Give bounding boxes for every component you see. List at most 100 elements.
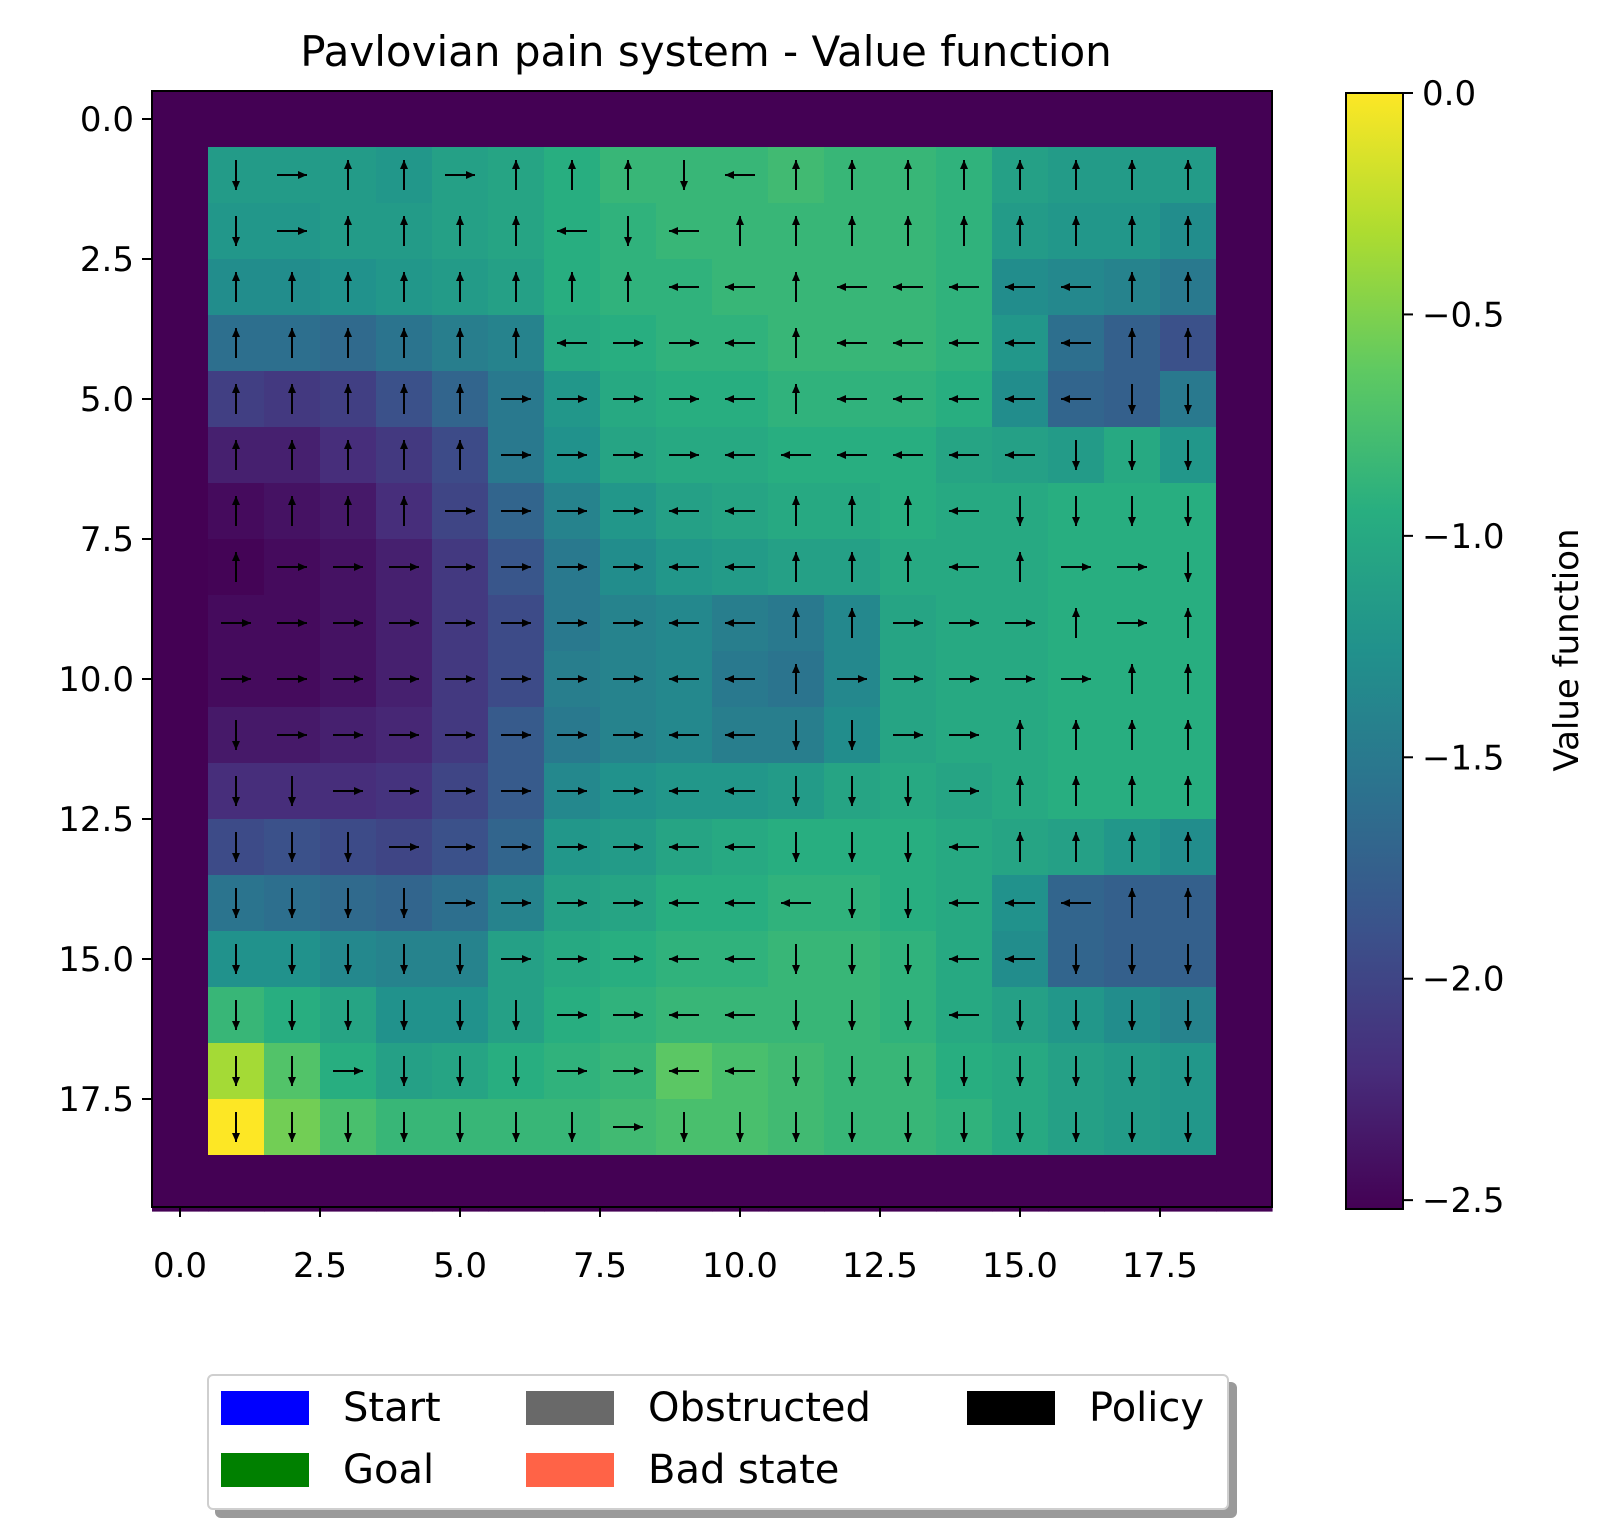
policy-arrow: [277, 675, 307, 683]
policy-arrow: [669, 339, 699, 347]
policy-arrow: [232, 384, 240, 414]
policy-arrow: [1072, 720, 1080, 750]
policy-arrow: [792, 160, 800, 190]
policy-arrow: [893, 451, 923, 459]
policy-arrow: [389, 843, 419, 851]
policy-arrow: [557, 899, 587, 907]
policy-arrow: [669, 899, 699, 907]
heatmap-cell: [1216, 147, 1273, 204]
policy-arrow: [400, 496, 408, 526]
policy-arrow: [512, 160, 520, 190]
policy-arrow: [949, 843, 979, 851]
policy-arrow: [445, 563, 475, 571]
policy-arrow: [949, 563, 979, 571]
heatmap-cell: [1216, 931, 1273, 988]
policy-arrow: [1016, 776, 1024, 806]
policy-arrow: [456, 1056, 464, 1086]
policy-arrow: [613, 731, 643, 739]
heatmap-cell: [152, 875, 209, 932]
policy-arrow: [288, 1112, 296, 1142]
policy-arrow: [1128, 216, 1136, 246]
policy-arrow: [848, 1056, 856, 1086]
policy-arrow: [1005, 395, 1035, 403]
heatmap-cell: [1160, 1155, 1217, 1212]
policy-arrow: [848, 1112, 856, 1142]
policy-arrow: [288, 832, 296, 862]
policy-arrow: [1005, 619, 1035, 627]
heatmap-cell: [1216, 427, 1273, 484]
policy-arrow: [680, 1112, 688, 1142]
policy-arrow: [669, 563, 699, 571]
heatmap-cell: [264, 91, 321, 148]
policy-arrow: [389, 787, 419, 795]
heatmap-cell: [488, 91, 545, 148]
colorbar-tick-label: 0.0: [1422, 74, 1476, 114]
heatmap-cell: [1216, 259, 1273, 316]
policy-arrow: [400, 384, 408, 414]
policy-arrow: [725, 283, 755, 291]
policy-arrow: [400, 1000, 408, 1030]
policy-arrow: [1061, 563, 1091, 571]
heatmap-cell: [1216, 651, 1273, 708]
policy-arrow: [1184, 1056, 1192, 1086]
x-tick-label: 12.5: [842, 1246, 918, 1286]
policy-arrow: [333, 787, 363, 795]
policy-arrow: [445, 507, 475, 515]
policy-arrow: [557, 1067, 587, 1075]
policy-arrow: [960, 1056, 968, 1086]
heatmap-cell: [1216, 1043, 1273, 1100]
policy-arrow: [445, 787, 475, 795]
policy-arrow: [1117, 563, 1147, 571]
policy-arrow: [344, 328, 352, 358]
policy-arrow: [893, 395, 923, 403]
policy-arrow: [1184, 776, 1192, 806]
policy-arrow: [1184, 720, 1192, 750]
policy-arrow: [792, 272, 800, 302]
policy-arrow: [456, 272, 464, 302]
policy-arrow: [792, 944, 800, 974]
policy-arrow: [792, 664, 800, 694]
policy-arrow: [1061, 675, 1091, 683]
heatmap-cell: [152, 91, 209, 148]
policy-arrow: [333, 619, 363, 627]
policy-arrow: [1016, 552, 1024, 582]
legend-item-goal: Goal: [221, 1450, 434, 1490]
heatmap-cell: [152, 1099, 209, 1156]
policy-arrow: [232, 216, 240, 246]
policy-arrow: [848, 720, 856, 750]
policy-arrow: [288, 496, 296, 526]
policy-arrow: [1184, 664, 1192, 694]
policy-arrow: [1072, 1112, 1080, 1142]
heatmap-cell: [656, 1155, 713, 1212]
policy-arrow: [613, 507, 643, 515]
policy-arrow: [1184, 944, 1192, 974]
heatmap-cell: [1216, 595, 1273, 652]
policy-arrow: [792, 328, 800, 358]
policy-arrow: [904, 160, 912, 190]
policy-arrow: [1184, 552, 1192, 582]
heatmap-cell: [152, 595, 209, 652]
policy-arrow: [893, 731, 923, 739]
heatmap-cell: [1048, 1155, 1105, 1212]
policy-arrow: [1016, 1112, 1024, 1142]
policy-arrow: [1016, 1056, 1024, 1086]
policy-arrow: [725, 843, 755, 851]
heatmap-cell: [1048, 91, 1105, 148]
policy-arrow: [512, 216, 520, 246]
policy-arrow: [792, 776, 800, 806]
policy-arrow: [557, 395, 587, 403]
policy-arrow: [277, 619, 307, 627]
policy-arrows: [221, 160, 1192, 1142]
policy-arrow: [669, 955, 699, 963]
policy-arrow: [232, 328, 240, 358]
policy-arrow: [445, 731, 475, 739]
policy-arrow: [1117, 619, 1147, 627]
policy-arrow: [232, 1056, 240, 1086]
heatmap-cell: [152, 371, 209, 428]
policy-arrow: [725, 507, 755, 515]
legend: Start Goal Obstructed Bad state Policy: [207, 1374, 1229, 1510]
policy-arrow: [613, 843, 643, 851]
policy-arrow: [960, 1112, 968, 1142]
policy-arrow: [232, 720, 240, 750]
heatmap-cell: [152, 539, 209, 596]
